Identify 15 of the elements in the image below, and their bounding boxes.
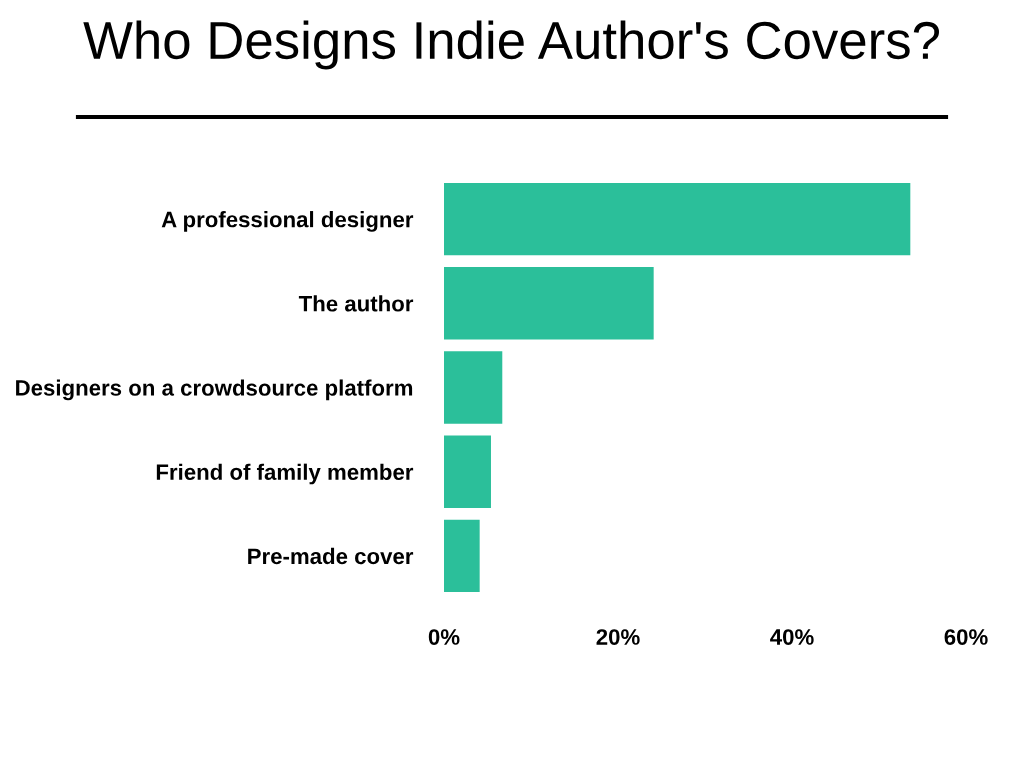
x-tick-label: 60%: [944, 629, 988, 645]
bar: [444, 435, 491, 508]
bar: [444, 519, 480, 593]
y-tick-label: Pre-made cover: [248, 547, 414, 565]
bar: [444, 351, 503, 424]
chart-title: Who Designs Indie Author's Covers?: [83, 20, 939, 70]
y-tick-label: The author: [298, 295, 414, 312]
y-tick-label: Designers on a crowdsource platform: [16, 379, 413, 401]
y-tick-label: A professional designer: [161, 211, 414, 232]
bar: [444, 267, 654, 340]
x-tick-label: 0%: [428, 629, 460, 645]
x-tick-label: 20%: [596, 629, 640, 645]
x-tick-label: 40%: [770, 629, 814, 645]
y-tick-label: Friend of family member: [156, 463, 414, 485]
bar: [444, 182, 911, 256]
